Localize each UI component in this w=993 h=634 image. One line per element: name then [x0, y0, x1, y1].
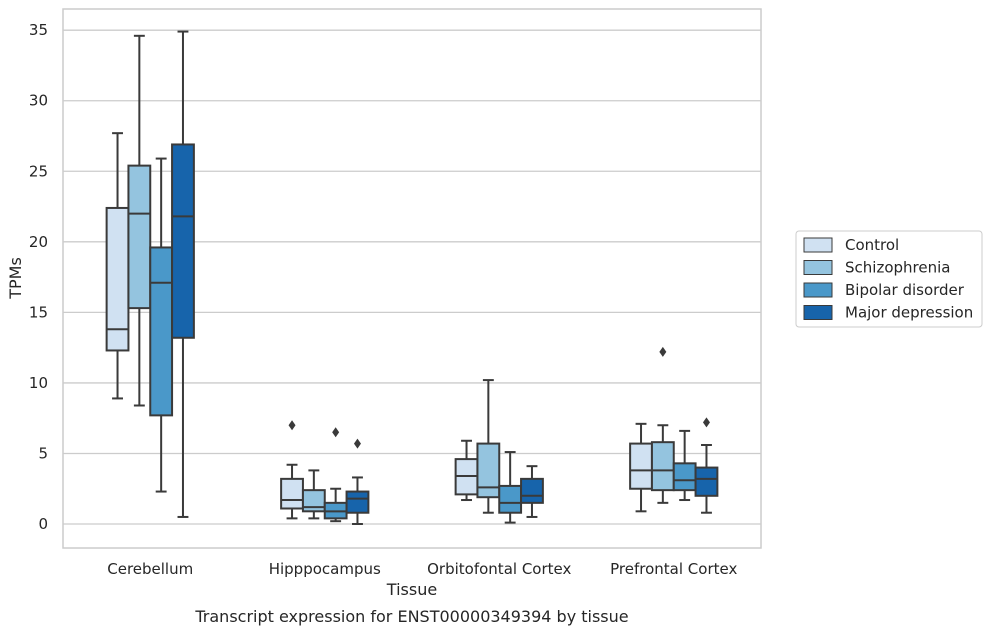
legend-swatch [803, 237, 833, 253]
x-tick-label: Prefrontal Cortex [610, 560, 737, 578]
box-iqr [672, 462, 697, 492]
box-iqr [476, 442, 501, 499]
legend-label: Major depression [845, 304, 973, 322]
box-group [454, 439, 479, 502]
box-iqr [629, 442, 653, 490]
box-group [694, 417, 719, 514]
box-group [345, 438, 370, 526]
y-tick-label: 5 [38, 444, 48, 462]
y-tick-labels: 0 5 10 15 20 25 30 35 [29, 21, 48, 533]
box-group [127, 34, 152, 407]
box-group [629, 422, 653, 513]
y-tick-label: 25 [29, 162, 48, 180]
box-group [498, 451, 523, 524]
legend: Control Schizophrenia Bipolar disorder Majo… [795, 230, 983, 328]
chart-caption: Transcript expression for ENST0000034939… [194, 607, 628, 626]
x-tick-label: Orbitofontal Cortex [427, 560, 571, 578]
outlier-point [288, 420, 296, 431]
box-iqr [149, 246, 174, 417]
legend-items: Control Schizophrenia Bipolar disorder Majo… [803, 236, 973, 322]
legend-label: Schizophrenia [845, 259, 950, 277]
outlier-point [702, 417, 710, 428]
box-iqr [650, 441, 675, 492]
y-tick-label: 35 [29, 21, 48, 39]
box-group [149, 157, 174, 493]
box-group [650, 346, 675, 504]
box-group [105, 132, 130, 400]
box-group [301, 469, 326, 520]
y-tick-label: 0 [38, 515, 48, 533]
outlier-point [332, 427, 340, 438]
x-tick-label: Cerebellum [107, 560, 193, 578]
x-tick-labels: Cerebellum Hipppocampus Orbitofontal Corte… [107, 560, 737, 578]
legend-swatch [803, 282, 833, 298]
y-tick-label: 10 [29, 374, 48, 392]
box-iqr [345, 490, 370, 514]
box-iqr [171, 143, 195, 339]
box-group [476, 379, 501, 514]
y-axis-title: TPMs [6, 257, 25, 300]
box-iqr [498, 484, 523, 514]
legend-frame [795, 230, 983, 328]
x-axis-title: Tissue [386, 580, 437, 599]
box-iqr [694, 466, 719, 497]
box-group [520, 465, 544, 518]
box-iqr [280, 477, 304, 510]
legend-swatch [803, 305, 833, 320]
box-group [672, 429, 697, 502]
y-tick-label: 20 [29, 233, 48, 251]
box-iqr [301, 489, 326, 513]
legend-swatch [803, 260, 833, 275]
x-tick-label: Hipppocampus [269, 560, 381, 578]
outlier-point [353, 438, 361, 449]
box-groups [105, 30, 719, 526]
box-iqr [520, 477, 544, 504]
legend-label: Control [845, 236, 899, 254]
box-group [323, 427, 348, 523]
outlier-point [659, 346, 667, 357]
box-group [171, 30, 195, 518]
y-tick-label: 30 [29, 92, 48, 110]
legend-label: Bipolar disorder [845, 281, 965, 299]
y-tick-label: 15 [29, 303, 48, 321]
box-iqr [127, 164, 152, 310]
